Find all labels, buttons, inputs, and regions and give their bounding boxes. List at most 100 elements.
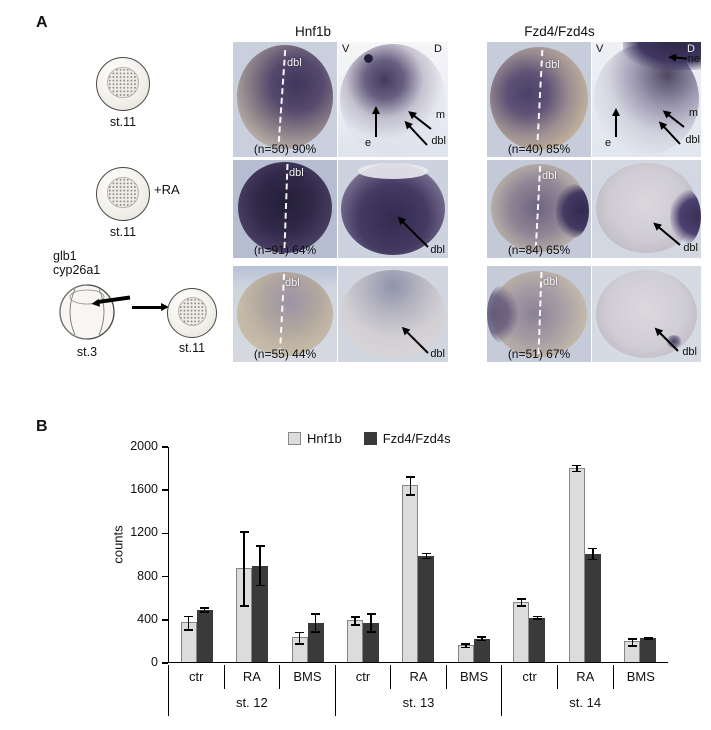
embryo-drawing-st11-row1	[96, 57, 150, 111]
dbl-label: dbl	[543, 276, 558, 288]
stain-crescent	[555, 183, 589, 239]
endoderm-arrow	[615, 115, 617, 137]
error-cap-bottom	[461, 646, 471, 649]
bar-fzd4fzd4s-st13-RA	[418, 552, 435, 662]
error-cap-bottom	[421, 557, 431, 560]
error-cap-bottom	[405, 494, 415, 496]
dbl-label: dbl	[542, 170, 557, 182]
error-line	[631, 638, 633, 647]
bar-group-st12	[169, 447, 335, 662]
embryo-drawing-st11-row2	[96, 167, 150, 221]
dbl-label: dbl	[431, 135, 446, 147]
blastopore-dot	[364, 54, 373, 63]
dbl-label: dbl	[287, 57, 302, 69]
bar-fzd4fzd4s-st12-BMS	[307, 613, 324, 662]
dbl-label: dbl	[285, 277, 300, 289]
dorsal-label: D	[434, 43, 442, 55]
error-line	[409, 476, 412, 496]
bar-hnf1b-st14-RA	[568, 464, 585, 662]
x-label-RA: RA	[223, 664, 280, 689]
bar-cell-BMS	[613, 447, 668, 662]
stain-crescent	[670, 189, 701, 245]
error-bar	[572, 464, 582, 473]
stage-label-st11-row3: st.11	[178, 341, 206, 355]
stage-label-st11-row2: st.11	[109, 225, 137, 239]
fzd-title: Fzd4/Fzd4s	[524, 24, 595, 39]
chart-legend: Hnf1b Fzd4/Fzd4s	[288, 431, 451, 446]
hnf1b-title: Hnf1b	[294, 24, 332, 39]
embryo-stain	[238, 161, 332, 254]
caption-n-percent: (n=84) 65%	[507, 243, 571, 257]
y-tick-mark	[162, 446, 168, 448]
x-label-BMS: BMS	[445, 664, 502, 689]
error-cap-bottom	[572, 470, 582, 473]
photo-hnf1b-cyp26a1-vegetal: dbl (n=55) 44%	[233, 266, 337, 362]
error-bar	[588, 547, 598, 561]
dbl-label: dbl	[685, 134, 700, 146]
photo-fzd4-cyp26a1-lateral: dbl	[592, 266, 701, 362]
photo-hnf1b-ra-lateral: dbl	[338, 160, 448, 258]
error-cap-bottom	[532, 618, 542, 620]
transition-arrow	[132, 303, 169, 310]
y-tick-label: 400	[137, 611, 158, 626]
error-cap-bottom	[184, 629, 194, 631]
dorsal-stain-band	[622, 42, 701, 70]
error-bar	[200, 607, 210, 613]
legend-item: Fzd4/Fzd4s	[363, 431, 451, 446]
y-tick-mark	[162, 662, 168, 664]
x-label-BMS: BMS	[612, 664, 669, 689]
embryo-stain	[340, 44, 446, 155]
photo-fzd4-cyp26a1-vegetal: dbl (n=51) 67%	[487, 266, 591, 362]
endoderm-label: e	[365, 137, 372, 149]
error-cap-bottom	[295, 643, 305, 645]
error-line	[203, 607, 206, 613]
legend-label: Hnf1b	[307, 431, 342, 446]
panel-b-label: B	[36, 418, 48, 435]
dbl-label: dbl	[430, 244, 445, 256]
bar-cell-RA	[391, 447, 446, 662]
error-line	[576, 464, 578, 473]
error-cap-bottom	[255, 584, 265, 587]
dbl-label: dbl	[545, 59, 560, 71]
bar-group-st14	[502, 447, 668, 662]
error-bar	[643, 636, 653, 640]
error-bar	[350, 616, 360, 626]
plus-ra-label: +RA	[154, 182, 180, 197]
error-bar	[184, 615, 194, 631]
cyp26a1-label: cyp26a1	[53, 263, 101, 277]
embryo-stain	[341, 269, 445, 359]
dbl-label: dbl	[682, 346, 697, 358]
error-bar	[405, 476, 415, 496]
error-line	[647, 636, 649, 640]
embryo-stain	[237, 271, 333, 357]
error-line	[520, 598, 523, 607]
y-tick-label: 0	[151, 655, 158, 669]
error-bar	[295, 631, 305, 645]
bar-cell-RA	[557, 447, 612, 662]
dorsal-label: D	[687, 43, 695, 55]
bar-hnf1b-st13-BMS	[457, 643, 474, 662]
legend-swatch	[363, 432, 377, 445]
stain-crescent	[487, 285, 519, 343]
legend-label: Fzd4/Fzd4s	[382, 431, 451, 446]
x-label-ctr: ctr	[168, 664, 224, 689]
error-cap-bottom	[350, 624, 360, 626]
stage-label: st. 12	[168, 688, 335, 716]
bar-cell-ctr	[335, 447, 390, 662]
error-cap-bottom	[477, 639, 487, 642]
photo-hnf1b-ra-vegetal: dbl (n=91) 64%	[233, 160, 337, 258]
caption-n-percent: (n=40) 85%	[507, 142, 571, 156]
endoderm-label: e	[605, 137, 612, 149]
photo-hnf1b-cyp26a1-lateral: dbl	[338, 266, 448, 362]
error-line	[298, 631, 301, 645]
dbl-label: dbl	[430, 348, 445, 360]
y-tick-label: 1600	[130, 482, 158, 497]
bar-group-st13	[335, 447, 501, 662]
error-bar	[366, 613, 376, 633]
caption-n-percent: (n=50) 90%	[253, 142, 317, 156]
error-cap-bottom	[239, 605, 249, 607]
stage-labels-row: st. 12 st. 13 st. 14	[168, 688, 668, 716]
embryo-stipple	[107, 176, 139, 209]
condition-labels-row: ctr RA BMS ctr RA BMS ctr RA BMS	[168, 664, 669, 689]
